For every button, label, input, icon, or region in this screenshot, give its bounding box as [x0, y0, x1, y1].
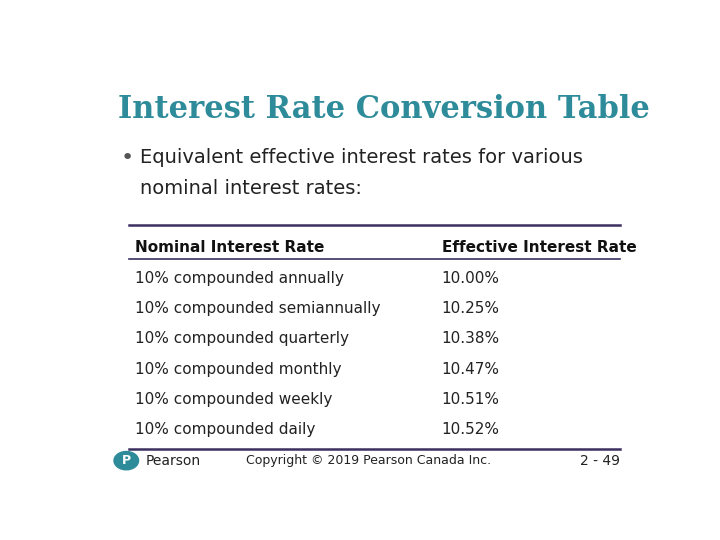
Text: 10.52%: 10.52% — [441, 422, 500, 437]
Text: 10.51%: 10.51% — [441, 392, 500, 407]
Text: 10% compounded monthly: 10% compounded monthly — [135, 362, 341, 377]
Text: P: P — [122, 454, 131, 467]
Text: •: • — [121, 148, 134, 168]
Text: 10.38%: 10.38% — [441, 332, 500, 346]
Text: 10.00%: 10.00% — [441, 271, 500, 286]
Text: 2 - 49: 2 - 49 — [580, 454, 620, 468]
Text: 10% compounded daily: 10% compounded daily — [135, 422, 315, 437]
Text: 10.47%: 10.47% — [441, 362, 500, 377]
Text: Equivalent effective interest rates for various: Equivalent effective interest rates for … — [140, 148, 583, 167]
Circle shape — [114, 451, 138, 470]
Text: 10% compounded quarterly: 10% compounded quarterly — [135, 332, 348, 346]
Text: 10% compounded semiannually: 10% compounded semiannually — [135, 301, 380, 316]
Text: 10% compounded annually: 10% compounded annually — [135, 271, 343, 286]
Text: nominal interest rates:: nominal interest rates: — [140, 179, 362, 198]
Text: Copyright © 2019 Pearson Canada Inc.: Copyright © 2019 Pearson Canada Inc. — [246, 454, 492, 467]
Text: Interest Rate Conversion Table: Interest Rate Conversion Table — [118, 94, 649, 125]
Text: 10.25%: 10.25% — [441, 301, 500, 316]
Text: Pearson: Pearson — [145, 454, 201, 468]
Text: Effective Interest Rate: Effective Interest Rate — [441, 240, 636, 255]
Text: 10% compounded weekly: 10% compounded weekly — [135, 392, 332, 407]
Text: Nominal Interest Rate: Nominal Interest Rate — [135, 240, 324, 255]
